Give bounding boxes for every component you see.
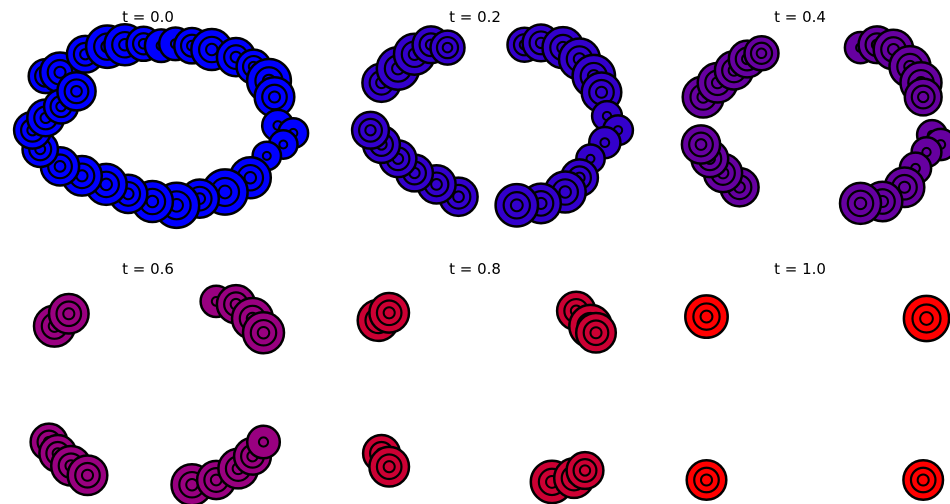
panel-title: t = 1.0 <box>774 260 826 278</box>
scatter-point <box>253 75 296 119</box>
marker-core <box>589 326 603 340</box>
scatter-point <box>494 182 540 228</box>
marker-core <box>430 178 443 191</box>
scatter-point <box>245 424 282 460</box>
marker-core <box>278 139 289 150</box>
marker-core <box>145 194 160 209</box>
marker-core <box>578 464 592 477</box>
marker-core <box>699 309 714 324</box>
marker-core <box>217 184 233 200</box>
marker-core <box>897 180 912 194</box>
marker-core <box>594 85 609 99</box>
marker-core <box>699 473 714 487</box>
scatter-point <box>368 291 411 334</box>
marker-core <box>382 306 396 320</box>
panel-title: t = 0.0 <box>122 8 174 26</box>
panel-title: t = 0.2 <box>449 8 501 26</box>
scatter-point <box>350 110 391 150</box>
scatter-point <box>838 181 883 226</box>
panel-title: t = 0.4 <box>774 8 826 26</box>
scatter-point <box>902 458 945 502</box>
scatter-panel <box>29 283 286 504</box>
scatter-point <box>429 29 466 66</box>
marker-core <box>53 160 67 173</box>
scatter-panel <box>680 25 950 226</box>
marker-core <box>509 198 524 213</box>
panel-title: t = 0.6 <box>122 260 174 278</box>
scatter-point <box>743 35 780 72</box>
scatter-point <box>66 454 109 497</box>
marker-core <box>70 84 83 98</box>
scatter-panel <box>684 294 950 502</box>
scatter-panel <box>356 290 618 504</box>
marker-core <box>917 90 930 104</box>
marker-core <box>62 307 76 321</box>
scatter-panel <box>12 23 310 230</box>
marker-core <box>53 65 67 79</box>
marker-core <box>599 137 611 148</box>
scatter-point <box>56 70 97 112</box>
scatter-point <box>47 292 90 335</box>
scatter-point <box>902 294 950 343</box>
marker-core <box>382 460 396 474</box>
marker-core <box>919 311 934 326</box>
marker-core <box>267 90 282 104</box>
marker-core <box>441 41 454 54</box>
marker-core <box>558 185 572 199</box>
scatter-point <box>241 311 286 355</box>
marker-core <box>257 436 270 448</box>
scatter-point <box>368 445 411 488</box>
marker-core <box>243 171 258 185</box>
panel-title: t = 0.8 <box>449 260 501 278</box>
scatter-point <box>684 294 729 340</box>
marker-core <box>755 47 768 60</box>
marker-core <box>916 473 930 487</box>
marker-core <box>853 196 868 211</box>
marker-core <box>364 124 377 137</box>
scatter-panel <box>350 23 635 228</box>
marker-core <box>256 326 271 340</box>
scatter-point <box>680 124 722 165</box>
marker-core <box>261 150 272 161</box>
scatter-point <box>685 458 728 502</box>
scatter-point <box>574 311 618 354</box>
scatter-point <box>903 77 943 117</box>
marker-core <box>452 190 465 204</box>
marker-core <box>694 138 708 151</box>
marker-core <box>205 42 219 57</box>
marker-core <box>80 468 95 482</box>
scatter-point <box>565 450 605 491</box>
